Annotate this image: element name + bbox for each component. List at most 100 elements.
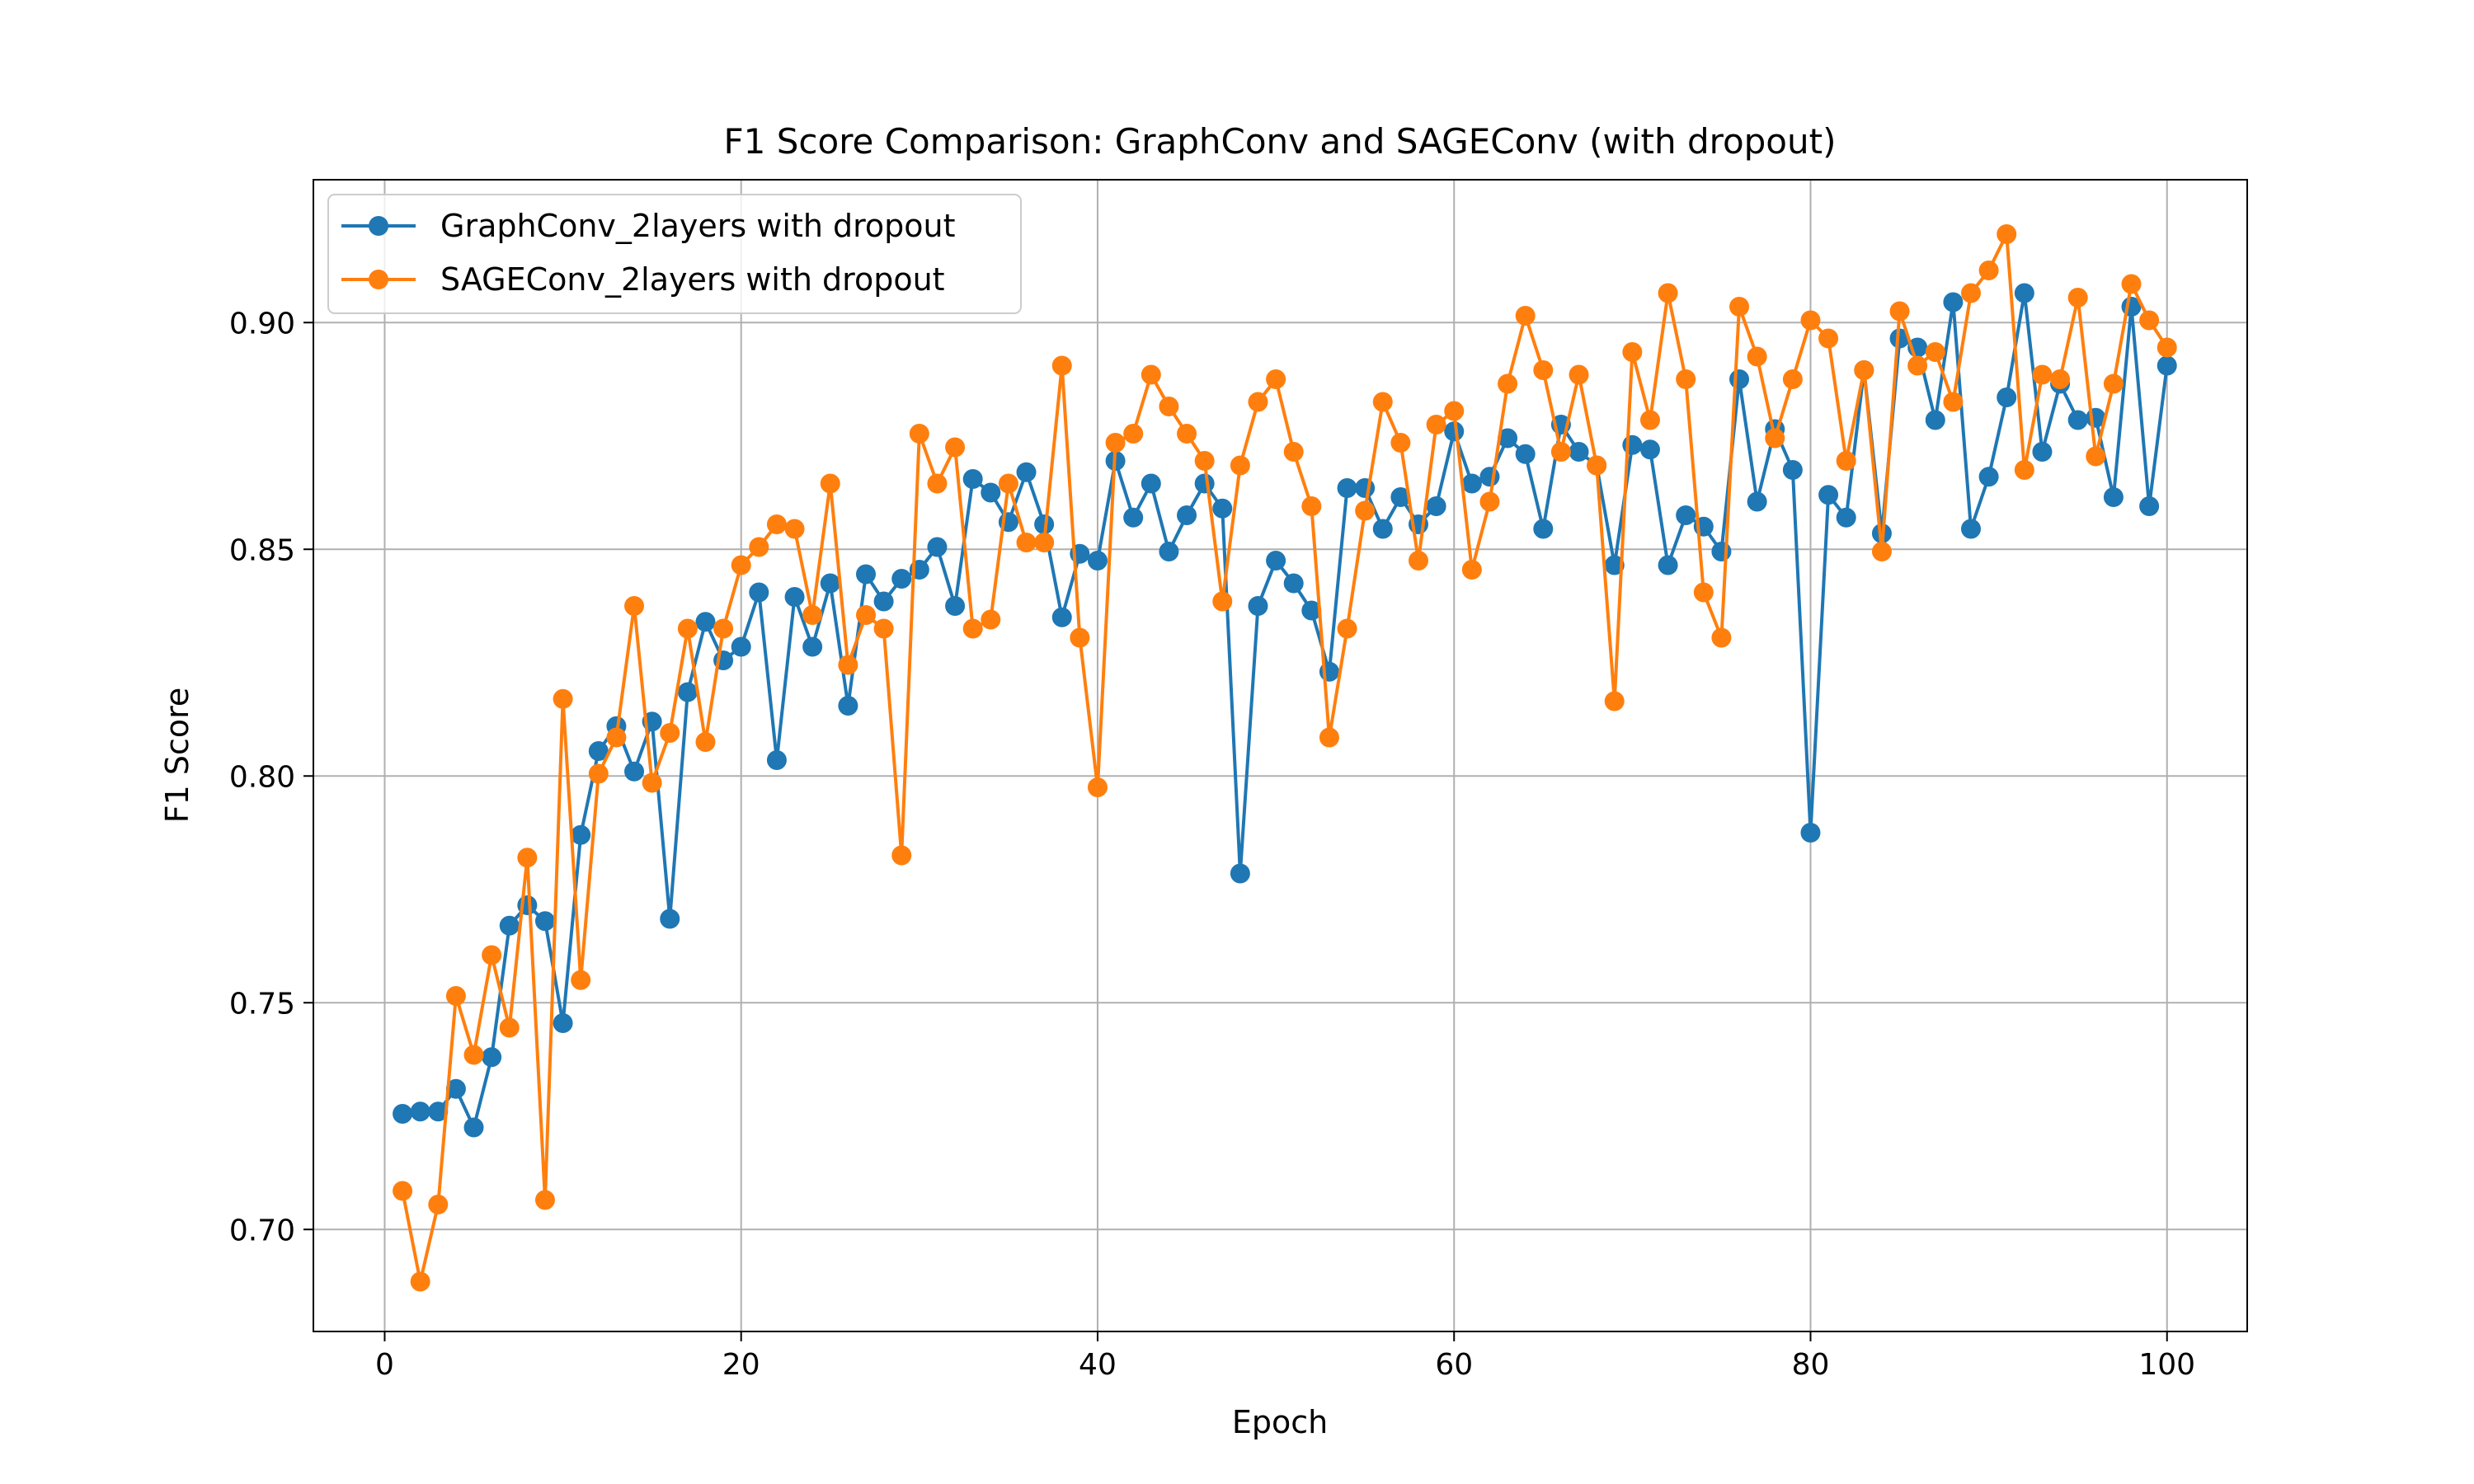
- y-tick-label: 0.70: [229, 1214, 295, 1247]
- data-point: [2014, 460, 2034, 480]
- data-point: [1515, 306, 1536, 326]
- data-point: [873, 618, 894, 639]
- data-point: [695, 612, 716, 632]
- data-point: [873, 591, 894, 612]
- data-point: [1515, 444, 1536, 464]
- data-point: [1676, 505, 1696, 525]
- legend-label-graphconv: GraphConv_2layers with dropout: [440, 208, 956, 244]
- data-point: [1622, 434, 1643, 455]
- data-point: [749, 537, 769, 557]
- data-point: [1997, 224, 2017, 244]
- data-point: [1016, 462, 1037, 482]
- data-point: [677, 618, 698, 639]
- data-point: [2014, 283, 2034, 303]
- data-point: [1141, 473, 1161, 494]
- data-point: [731, 555, 751, 575]
- data-point: [1925, 342, 1945, 362]
- data-point: [1943, 292, 1964, 312]
- data-point: [1498, 373, 1518, 394]
- data-point: [660, 723, 680, 743]
- data-point: [534, 911, 555, 932]
- data-point: [1569, 442, 1589, 462]
- data-point: [482, 1047, 502, 1068]
- data-point: [571, 970, 591, 990]
- series-sageconv: [393, 224, 2177, 1292]
- data-point: [927, 537, 948, 557]
- data-point: [1461, 473, 1482, 494]
- series-line: [401, 232, 2169, 1284]
- data-point: [1658, 283, 1678, 303]
- data-point: [499, 1017, 520, 1038]
- data-point: [1818, 485, 1839, 505]
- data-point: [1444, 421, 1465, 442]
- data-point: [1390, 487, 1411, 507]
- data-point: [1961, 519, 1981, 539]
- data-point: [1070, 627, 1090, 648]
- legend: GraphConv_2layers with dropout SAGEConv_…: [327, 194, 1022, 314]
- x-tick-label: 100: [2138, 1348, 2195, 1382]
- data-point: [1978, 467, 1999, 487]
- chart-title: F1 Score Comparison: GraphConv and SAGEC…: [724, 121, 1837, 162]
- data-point: [766, 514, 787, 534]
- plot-frame: [313, 179, 2248, 1332]
- data-point: [1212, 498, 1233, 519]
- data-point: [1444, 401, 1465, 421]
- data-point: [731, 636, 751, 657]
- data-point: [1978, 261, 1999, 280]
- data-point: [517, 848, 538, 868]
- data-point: [606, 727, 627, 748]
- data-point: [642, 773, 662, 793]
- data-point: [2103, 373, 2124, 394]
- data-point: [1782, 369, 1803, 389]
- data-point: [1479, 491, 1500, 512]
- data-point: [1997, 387, 2017, 407]
- data-point: [1266, 369, 1286, 389]
- x-tick-label: 80: [1792, 1348, 1830, 1382]
- data-point: [1729, 297, 1750, 317]
- data-point: [410, 1101, 430, 1122]
- data-point: [482, 945, 502, 965]
- data-point: [1925, 410, 1945, 430]
- data-point: [1016, 533, 1037, 552]
- data-point: [1177, 424, 1197, 444]
- data-point: [1889, 328, 1910, 349]
- data-point: [713, 618, 734, 639]
- data-point: [1587, 455, 1607, 476]
- data-point: [1034, 514, 1055, 534]
- data-point: [2139, 496, 2160, 516]
- y-tick-label: 0.80: [229, 760, 295, 794]
- data-point: [445, 1078, 466, 1099]
- data-point: [838, 696, 858, 716]
- data-point: [660, 909, 680, 929]
- data-point: [1230, 455, 1250, 476]
- data-point: [1711, 627, 1732, 648]
- data-point: [891, 569, 912, 589]
- data-point: [1177, 505, 1197, 525]
- data-point: [1355, 478, 1376, 498]
- data-point: [445, 986, 466, 1006]
- data-point: [1782, 460, 1803, 480]
- data-point: [588, 741, 609, 761]
- data-point: [2032, 364, 2053, 385]
- data-point: [802, 636, 823, 657]
- data-point: [553, 688, 573, 709]
- data-point: [1337, 618, 1357, 639]
- data-point: [1159, 397, 1179, 416]
- data-point: [927, 473, 948, 494]
- data-point: [1693, 582, 1714, 603]
- data-point: [2032, 442, 2053, 462]
- data-point: [1390, 433, 1411, 453]
- data-point: [1550, 442, 1571, 462]
- data-point: [1248, 392, 1268, 412]
- data-point: [393, 1104, 413, 1124]
- data-point: [2067, 288, 2088, 308]
- data-point: [2067, 410, 2088, 430]
- data-point: [1729, 369, 1750, 389]
- data-point: [534, 1190, 555, 1210]
- legend-marker-sageconv: [369, 270, 388, 289]
- data-point: [1461, 560, 1482, 580]
- data-point: [499, 915, 520, 936]
- data-point: [1943, 392, 1964, 412]
- x-tick-label: 60: [1435, 1348, 1473, 1382]
- data-point: [1639, 439, 1660, 460]
